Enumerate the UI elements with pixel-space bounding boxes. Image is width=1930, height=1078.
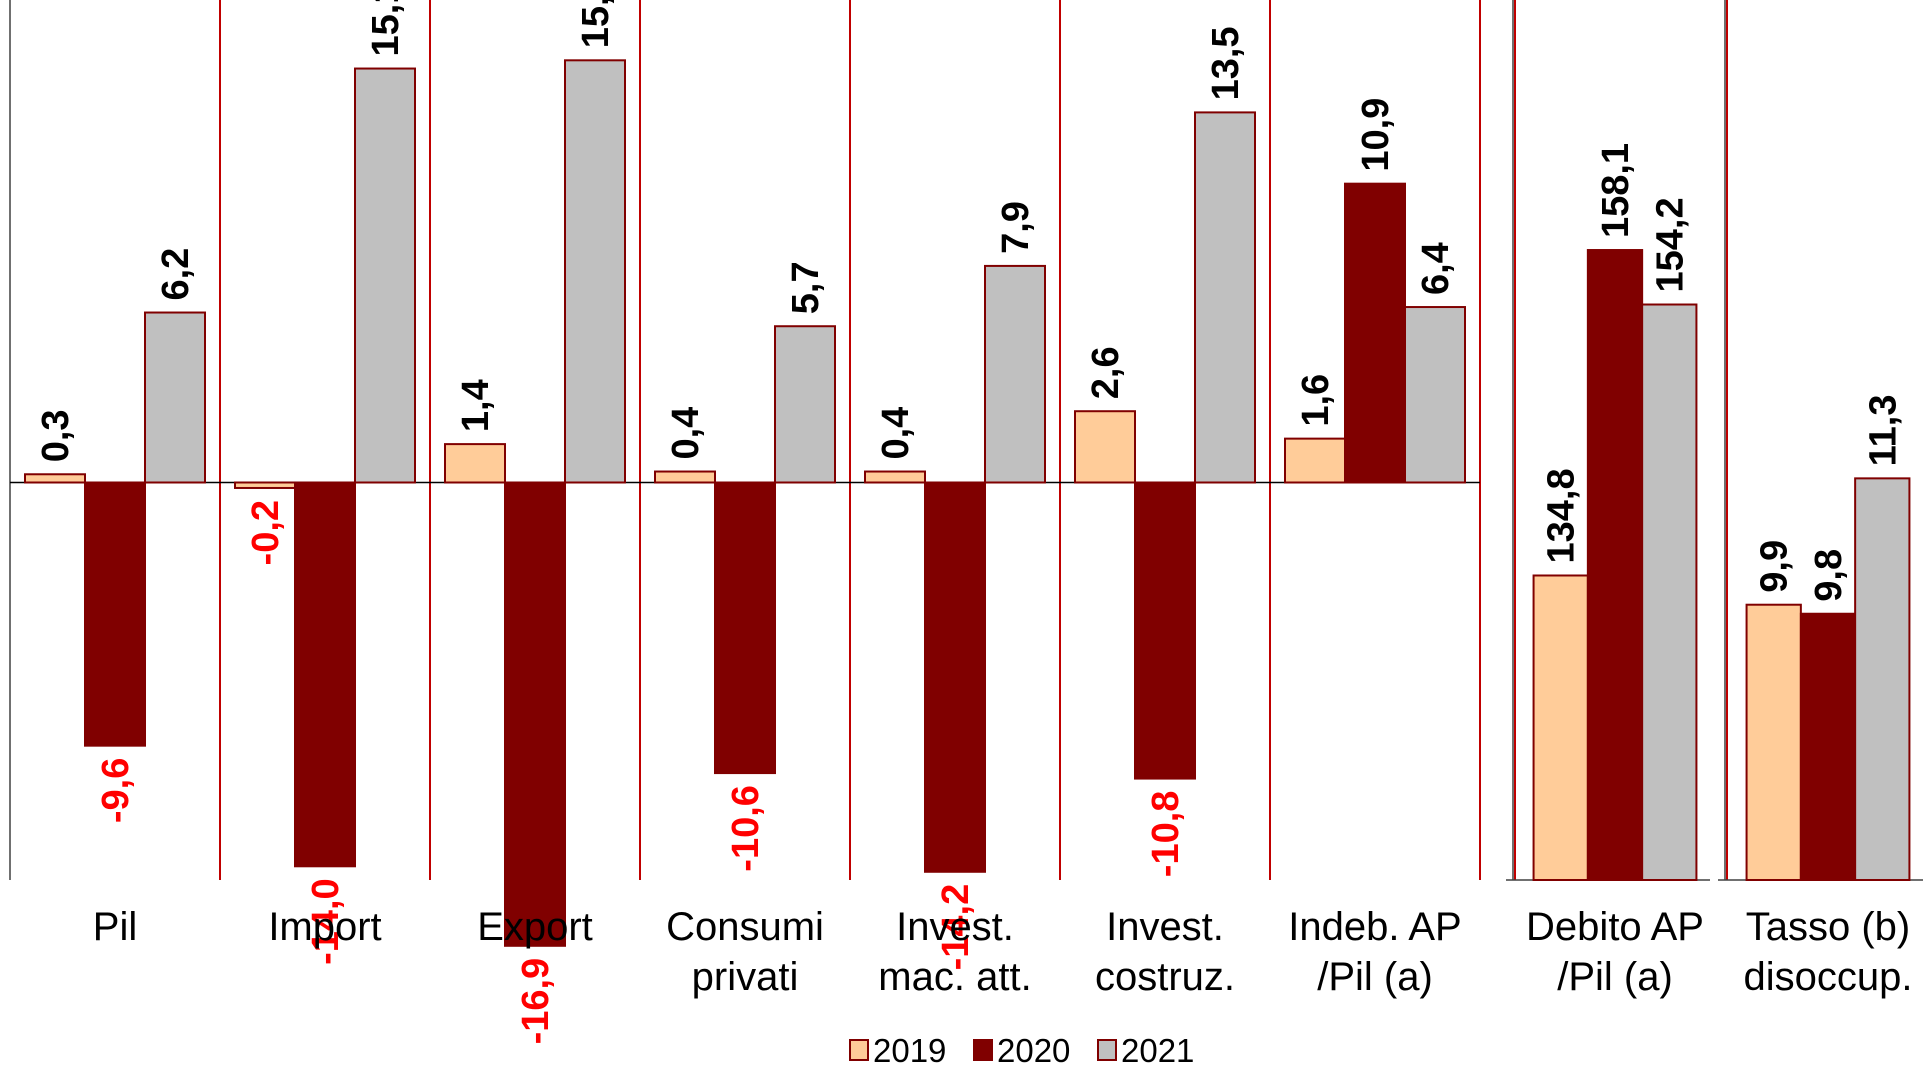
category-label: Indeb. AP xyxy=(1288,905,1461,949)
bar-2021 xyxy=(1854,477,1911,881)
bar-2020 xyxy=(1586,249,1644,882)
bar-2020 xyxy=(1134,481,1196,780)
data-label: 11,3 xyxy=(1862,394,1904,466)
legend-swatch-2019 xyxy=(849,1039,869,1061)
data-label: 13,5 xyxy=(1205,26,1247,100)
bars xyxy=(24,59,1911,947)
data-label: 0,4 xyxy=(665,407,707,460)
category-label: Consumi xyxy=(666,905,824,949)
data-label: -14,2 xyxy=(935,884,977,971)
data-label: -0,2 xyxy=(245,500,287,565)
data-label: 9,8 xyxy=(1808,549,1850,602)
category-label: Debito AP xyxy=(1526,905,1704,949)
bar-2019 xyxy=(864,470,926,484)
bar-2019 xyxy=(654,470,716,484)
data-label: 15,4 xyxy=(575,0,617,48)
data-label: -14,0 xyxy=(305,878,347,965)
category-label: Tasso (b) xyxy=(1746,905,1911,949)
data-label: 154,2 xyxy=(1649,197,1691,292)
data-label: 9,9 xyxy=(1754,540,1796,593)
bar-2021 xyxy=(1194,111,1256,484)
data-label: 6,4 xyxy=(1415,242,1457,295)
bar-2019 xyxy=(1074,410,1136,484)
bar-2021 xyxy=(1641,303,1698,881)
data-label: 1,6 xyxy=(1295,374,1337,427)
value-labels: 0,3 -9,6 6,2 -0,2 -14,0 15,1 1,4 -16,9 15,4 0,4 -1… xyxy=(35,0,1904,1044)
bar-2021 xyxy=(564,59,626,484)
bar-2020 xyxy=(504,481,566,947)
bar-2019 xyxy=(1532,574,1589,881)
legend-label-2019: 2019 xyxy=(873,1032,946,1069)
data-label: 134,8 xyxy=(1541,468,1583,563)
data-label: 15,1 xyxy=(365,0,407,57)
data-label: -10,8 xyxy=(1145,791,1187,878)
category-label: Pil xyxy=(93,905,137,949)
category-label: Import xyxy=(268,905,381,949)
category-label: privati xyxy=(692,955,799,999)
data-label: -10,6 xyxy=(725,785,767,872)
data-label: 0,3 xyxy=(35,409,77,462)
bar-2019 xyxy=(444,443,506,484)
category-label: mac. att. xyxy=(878,955,1031,999)
legend-label-2021: 2021 xyxy=(1121,1032,1194,1069)
data-label: 2,6 xyxy=(1085,346,1127,399)
bar-2020 xyxy=(924,481,986,873)
data-label: 6,2 xyxy=(155,248,197,301)
bar-2021 xyxy=(984,264,1046,484)
category-label: Invest. xyxy=(896,905,1014,949)
legend-swatch-2020 xyxy=(973,1039,993,1061)
bar-2020 xyxy=(84,481,146,747)
bar-2021 xyxy=(354,67,416,484)
panel-separators xyxy=(219,0,1728,880)
legend-label-2020: 2020 xyxy=(997,1032,1070,1069)
bar-2020 xyxy=(1344,182,1406,484)
category-label: costruz. xyxy=(1095,955,1235,999)
bar-2019 xyxy=(24,473,86,484)
bar-2019 xyxy=(1284,437,1346,484)
data-label: 0,4 xyxy=(875,407,917,460)
bar-2020 xyxy=(714,481,776,775)
data-label: 158,1 xyxy=(1595,143,1637,238)
data-label: 10,9 xyxy=(1355,98,1397,172)
category-label: Invest. xyxy=(1106,905,1224,949)
category-labels: Pil Import Export Consumi privati Invest. mac.… xyxy=(93,905,1913,999)
data-label: -9,6 xyxy=(95,758,137,823)
data-label: -16,9 xyxy=(515,958,557,1045)
data-label: 5,7 xyxy=(785,261,827,314)
category-label: /Pil (a) xyxy=(1317,955,1433,999)
bar-2021 xyxy=(144,311,206,484)
category-label: Export xyxy=(477,905,593,949)
data-label: 1,4 xyxy=(455,379,497,432)
legend-swatch-2021 xyxy=(1097,1039,1117,1061)
bar-2019 xyxy=(1745,603,1802,881)
category-label: /Pil (a) xyxy=(1557,955,1673,999)
bar-2019 xyxy=(234,481,296,489)
bar-2021 xyxy=(774,325,836,484)
bar-2021 xyxy=(1404,306,1466,484)
data-label: 7,9 xyxy=(995,201,1037,254)
bar-2020 xyxy=(1799,612,1857,881)
category-label: disoccup. xyxy=(1744,955,1913,999)
legend: 2019 2020 2021 xyxy=(849,1032,1194,1069)
bar-2020 xyxy=(294,481,356,868)
